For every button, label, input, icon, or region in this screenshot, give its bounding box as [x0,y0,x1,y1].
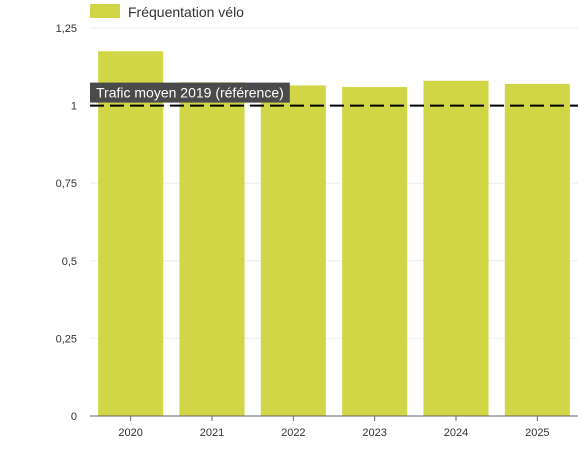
reference-label-background [90,82,290,103]
x-tick-label: 2022 [281,427,305,439]
bar-2021[interactable] [179,82,245,416]
legend[interactable]: Fréquentation vélo [90,4,244,20]
bar-2024[interactable] [423,80,489,416]
x-axis-ticks: 2020 2021 2022 2023 2024 2025 [118,416,550,439]
reference-label-text: Trafic moyen 2019 (référence) [96,85,284,101]
reference-label: Trafic moyen 2019 (référence) [90,82,290,103]
x-tick-label: 2025 [525,427,549,439]
x-tick-label: 2021 [200,427,224,439]
bar-2023[interactable] [342,86,408,416]
y-tick-label: 1,25 [56,23,77,35]
x-tick-label: 2023 [362,427,386,439]
y-axis-ticks: 0 0,25 0,5 0,75 1 1,25 [56,23,77,423]
bars [98,51,570,416]
bar-2020[interactable] [98,51,164,416]
y-tick-label: 0,5 [62,256,77,268]
legend-label: Fréquentation vélo [128,4,244,20]
x-tick-label: 2020 [118,427,142,439]
legend-swatch [90,4,120,18]
x-tick-label: 2024 [444,427,468,439]
bar-2022[interactable] [260,85,326,416]
bar-2025[interactable] [504,83,570,416]
y-tick-label: 1 [71,101,77,113]
y-tick-label: 0 [71,411,77,423]
y-tick-label: 0,75 [56,178,77,190]
y-tick-label: 0,25 [56,333,77,345]
